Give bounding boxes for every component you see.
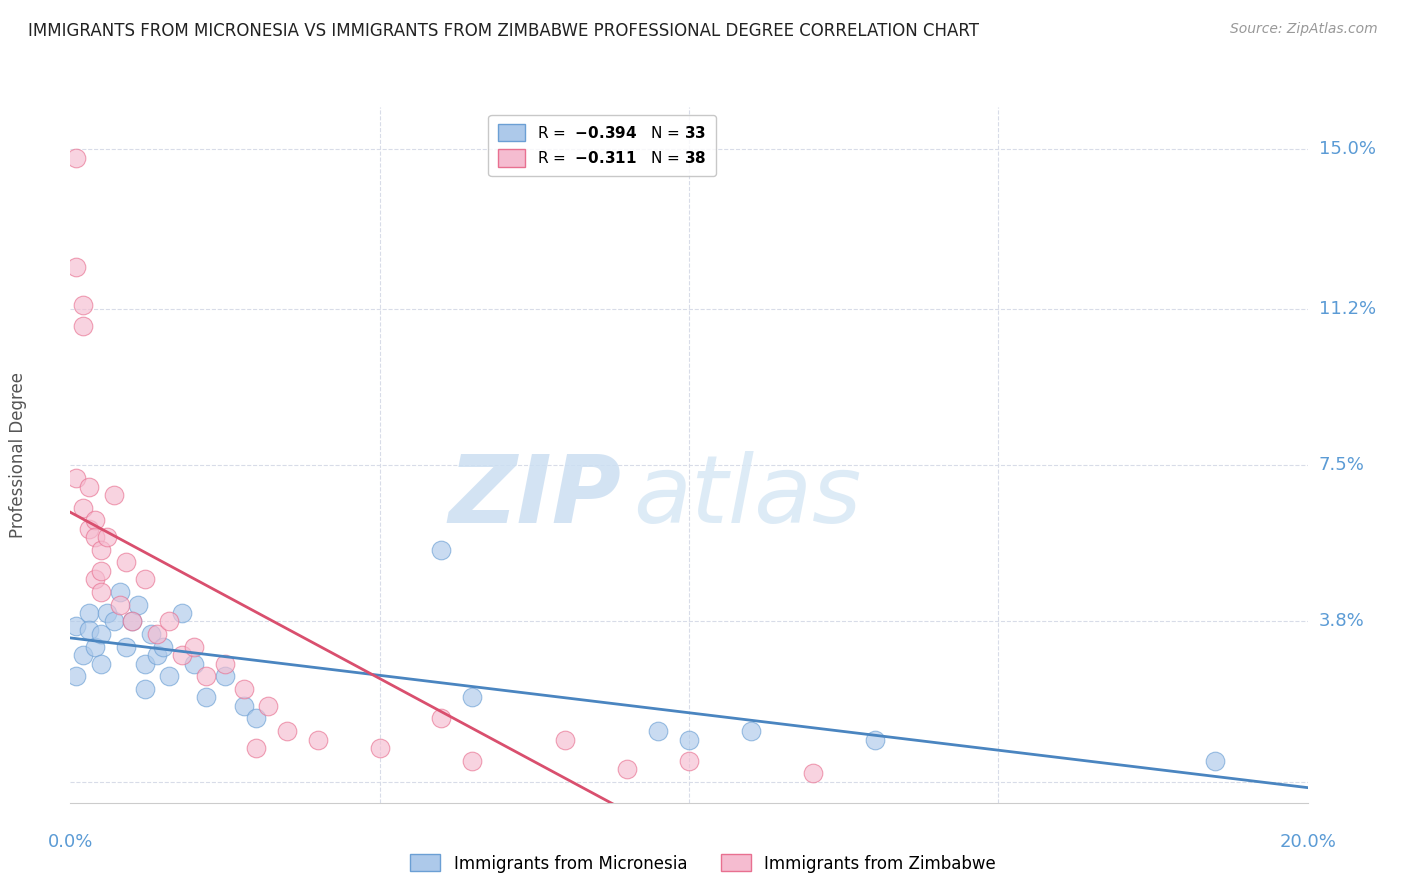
- Point: [96, 530, 118, 544]
- Point: [461, 690, 484, 705]
- Legend: R =  $\mathbf{-0.394}$   N = $\mathbf{33}$, R =  $\mathbf{-0.311}$   N = $\mathb: R = $\mathbf{-0.394}$ N = $\mathbf{33}$,…: [488, 115, 716, 176]
- Point: [134, 681, 156, 696]
- Text: 15.0%: 15.0%: [1319, 140, 1375, 158]
- Point: [65, 260, 87, 275]
- Point: [139, 627, 162, 641]
- Point: [65, 669, 87, 683]
- Point: [96, 606, 118, 620]
- Point: [72, 500, 94, 515]
- Point: [616, 762, 638, 776]
- Point: [554, 732, 576, 747]
- Point: [195, 669, 218, 683]
- Point: [103, 615, 125, 629]
- Point: [77, 479, 100, 493]
- Point: [77, 623, 100, 637]
- Point: [170, 606, 193, 620]
- Point: [84, 513, 107, 527]
- Point: [90, 564, 112, 578]
- Point: [740, 724, 762, 739]
- Text: Professional Degree: Professional Degree: [10, 372, 27, 538]
- Point: [65, 151, 87, 165]
- Point: [245, 741, 267, 756]
- Point: [863, 732, 886, 747]
- Legend: Immigrants from Micronesia, Immigrants from Zimbabwe: Immigrants from Micronesia, Immigrants f…: [404, 847, 1002, 880]
- Point: [90, 657, 112, 671]
- Point: [183, 640, 205, 654]
- Point: [65, 471, 87, 485]
- Point: [115, 556, 138, 570]
- Point: [77, 606, 100, 620]
- Point: [257, 698, 280, 713]
- Point: [245, 711, 267, 725]
- Point: [368, 741, 391, 756]
- Point: [72, 298, 94, 312]
- Point: [430, 711, 453, 725]
- Point: [84, 572, 107, 586]
- Point: [195, 690, 218, 705]
- Point: [90, 542, 112, 557]
- Point: [647, 724, 669, 739]
- Point: [146, 627, 169, 641]
- Point: [430, 542, 453, 557]
- Point: [152, 640, 174, 654]
- Text: 3.8%: 3.8%: [1319, 613, 1364, 631]
- Text: 20.0%: 20.0%: [1279, 833, 1336, 851]
- Text: Source: ZipAtlas.com: Source: ZipAtlas.com: [1230, 22, 1378, 37]
- Point: [678, 754, 700, 768]
- Point: [115, 640, 138, 654]
- Point: [90, 627, 112, 641]
- Point: [108, 585, 131, 599]
- Point: [84, 530, 107, 544]
- Point: [232, 698, 254, 713]
- Text: atlas: atlas: [633, 451, 862, 542]
- Point: [103, 488, 125, 502]
- Point: [157, 669, 180, 683]
- Point: [84, 640, 107, 654]
- Text: 11.2%: 11.2%: [1319, 301, 1376, 318]
- Point: [276, 724, 298, 739]
- Point: [170, 648, 193, 663]
- Text: IMMIGRANTS FROM MICRONESIA VS IMMIGRANTS FROM ZIMBABWE PROFESSIONAL DEGREE CORRE: IMMIGRANTS FROM MICRONESIA VS IMMIGRANTS…: [28, 22, 979, 40]
- Text: ZIP: ZIP: [449, 450, 621, 542]
- Point: [127, 598, 149, 612]
- Point: [801, 766, 824, 780]
- Point: [77, 522, 100, 536]
- Point: [121, 615, 143, 629]
- Point: [72, 319, 94, 334]
- Point: [90, 585, 112, 599]
- Text: 7.5%: 7.5%: [1319, 457, 1365, 475]
- Text: 0.0%: 0.0%: [48, 833, 93, 851]
- Point: [1204, 754, 1226, 768]
- Point: [108, 598, 131, 612]
- Point: [183, 657, 205, 671]
- Point: [146, 648, 169, 663]
- Point: [72, 648, 94, 663]
- Point: [214, 657, 236, 671]
- Point: [232, 681, 254, 696]
- Point: [461, 754, 484, 768]
- Point: [307, 732, 329, 747]
- Point: [65, 618, 87, 632]
- Point: [678, 732, 700, 747]
- Point: [157, 615, 180, 629]
- Point: [121, 615, 143, 629]
- Point: [134, 657, 156, 671]
- Point: [214, 669, 236, 683]
- Point: [134, 572, 156, 586]
